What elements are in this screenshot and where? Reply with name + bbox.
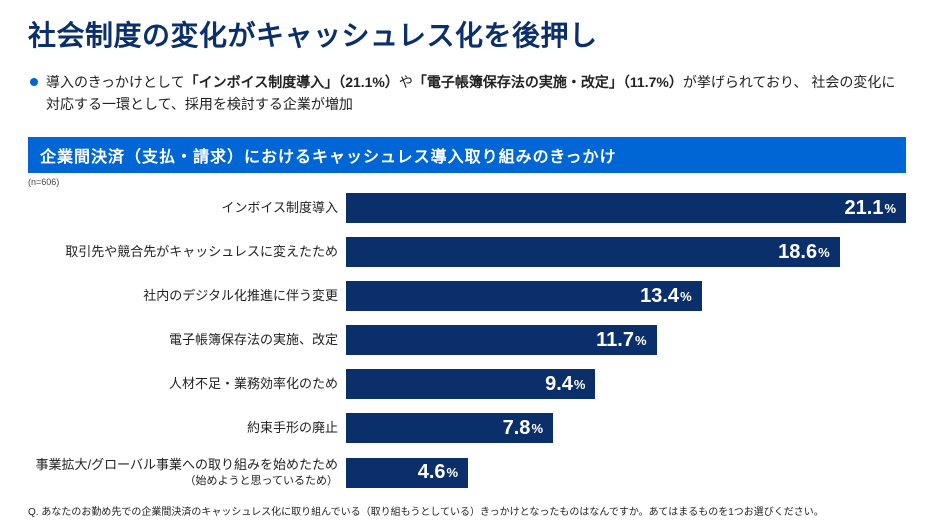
bar: 4.6% [346, 458, 468, 488]
bullet-row: 導入のきっかけとして「インボイス制度導入」（21.1%）や「電子帳簿保存法の実施… [28, 72, 906, 115]
bar: 9.4% [346, 369, 595, 399]
bar-area: 7.8% [346, 413, 906, 443]
bar-value: 4.6 [418, 461, 446, 484]
bullet-text: 導入のきっかけとして「インボイス制度導入」（21.1%）や「電子帳簿保存法の実施… [46, 72, 906, 115]
chart-row: 社内のデジタル化推進に伴う変更13.4% [28, 281, 906, 311]
bar-area: 21.1% [346, 193, 906, 223]
bar: 13.4% [346, 281, 702, 311]
chart-banner: 企業間決済（支払・請求）におけるキャッシュレス導入取り組みのきっかけ [28, 137, 906, 173]
bar-value: 7.8 [503, 417, 531, 440]
slide-page: 社会制度の変化がキャッシュレス化を後押し 導入のきっかけとして「インボイス制度導… [0, 0, 934, 528]
bar-label: 約束手形の廃止 [28, 420, 346, 437]
chart-row: 事業拡大/グローバル事業への取り組みを始めたため（始めようと思っているため）4.… [28, 457, 906, 488]
bar: 7.8% [346, 413, 553, 443]
bar-unit: % [531, 421, 543, 436]
bar-unit: % [680, 289, 692, 304]
chart-row: 取引先や競合先がキャッシュレスに変えたため18.6% [28, 237, 906, 267]
bar-label: 人材不足・業務効率化のため [28, 376, 346, 393]
bar-unit: % [447, 465, 459, 480]
bar-unit: % [884, 201, 896, 216]
bar-label: 電子帳簿保存法の実施、改定 [28, 332, 346, 349]
bar-value: 13.4 [640, 285, 679, 308]
bar-value: 11.7 [596, 329, 634, 352]
bar-value: 21.1 [845, 197, 884, 220]
bar-unit: % [635, 333, 647, 348]
sample-size-note: (n=606) [28, 177, 906, 187]
chart-row: 電子帳簿保存法の実施、改定11.7% [28, 325, 906, 355]
bar-area: 4.6% [346, 458, 906, 488]
page-title: 社会制度の変化がキャッシュレス化を後押し [28, 14, 906, 54]
chart-row: インボイス制度導入21.1% [28, 193, 906, 223]
footer-question: Q. あなたのお勤め先での企業間決済のキャッシュレス化に取り組んでいる（取り組も… [28, 503, 906, 518]
bullet-bold-1: 「インボイス制度導入」（21.1%） [185, 74, 399, 90]
bar: 21.1% [346, 193, 906, 223]
bar-value: 9.4 [545, 373, 573, 396]
bar-label: 社内のデジタル化推進に伴う変更 [28, 288, 346, 305]
bar-chart: インボイス制度導入21.1%取引先や競合先がキャッシュレスに変えたため18.6%… [28, 193, 906, 488]
bullet-bold-2: 「電子帳簿保存法の実施・改定」（11.7%） [413, 74, 683, 90]
bar-area: 13.4% [346, 281, 906, 311]
bar: 11.7% [346, 325, 657, 355]
bullet-pre: 導入のきっかけとして [46, 74, 185, 90]
chart-row: 約束手形の廃止7.8% [28, 413, 906, 443]
bullet-dot-icon [30, 78, 38, 86]
bar-unit: % [574, 377, 586, 392]
bar-label: インボイス制度導入 [28, 200, 346, 217]
bar-area: 18.6% [346, 237, 906, 267]
bar-area: 11.7% [346, 325, 906, 355]
bullet-mid: や [399, 74, 413, 90]
bar-label: 取引先や競合先がキャッシュレスに変えたため [28, 244, 346, 261]
bar-unit: % [818, 245, 830, 260]
bar-value: 18.6 [778, 241, 817, 264]
bar: 18.6% [346, 237, 840, 267]
bar-label: 事業拡大/グローバル事業への取り組みを始めたため（始めようと思っているため） [28, 457, 346, 488]
bar-area: 9.4% [346, 369, 906, 399]
chart-row: 人材不足・業務効率化のため9.4% [28, 369, 906, 399]
bar-label-sub: （始めようと思っているため） [28, 474, 338, 488]
